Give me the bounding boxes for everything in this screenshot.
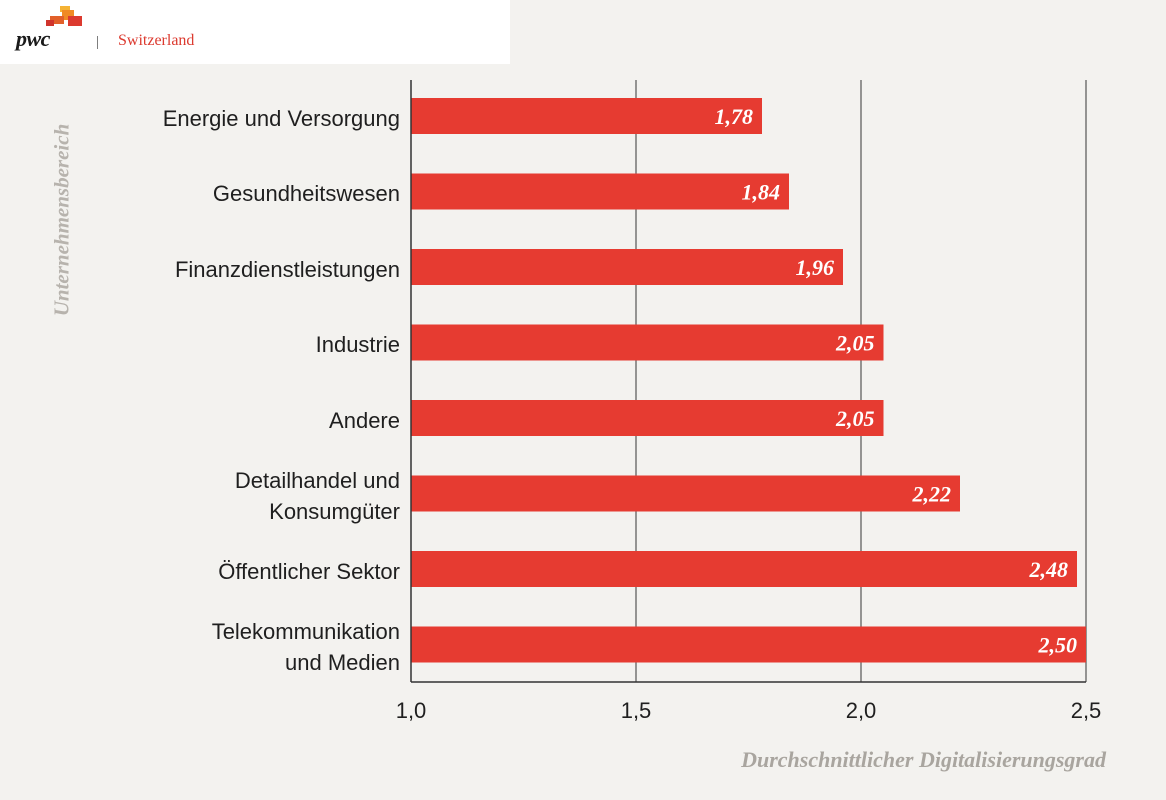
category-label: Energie und Versorgung: [163, 103, 400, 134]
category-label-line: Telekommunikation: [211, 618, 400, 644]
data-label: 2,48: [1029, 557, 1069, 582]
bar: [411, 626, 1086, 663]
category-label-line: Detailhandel und: [234, 467, 400, 493]
category-label: Andere: [329, 405, 400, 436]
x-tick-label: 2,0: [845, 698, 877, 723]
category-label: Detailhandel und Konsumgüter: [235, 465, 400, 527]
category-label: Telekommunikation und Medien: [212, 616, 400, 678]
data-label: 2,22: [912, 482, 952, 507]
x-tick-label: 2,5: [1070, 698, 1102, 723]
category-label-line: Finanzdienstleistungen: [174, 256, 400, 282]
bar: [411, 475, 960, 512]
data-label: 1,84: [742, 180, 781, 205]
bar: [411, 173, 789, 210]
category-label: Gesundheitswesen: [213, 178, 400, 209]
bar: [411, 324, 884, 361]
data-label: 2,05: [835, 331, 875, 356]
category-label: Öffentlicher Sektor: [218, 556, 400, 587]
category-label-line: Gesundheitswesen: [212, 181, 400, 206]
x-tick-label: 1,5: [620, 698, 652, 723]
y-axis-title: Unternehmensbereich: [49, 123, 74, 317]
category-label: Finanzdienstleistungen: [175, 254, 400, 285]
category-label-line: Industrie: [315, 332, 400, 357]
header: pwc | Switzerland: [0, 0, 510, 64]
data-label: 2,05: [835, 406, 875, 431]
header-separator: |: [96, 34, 100, 50]
bar: [411, 249, 843, 285]
category-label: Industrie: [316, 329, 400, 360]
data-label: 1,78: [715, 104, 754, 129]
category-label-line: Andere: [329, 407, 400, 433]
bar: [411, 400, 884, 436]
category-label-line: Konsumgüter: [269, 498, 400, 524]
x-axis-title: Durchschnittlicher Digitalisierungsgrad: [741, 747, 1106, 772]
data-label: 1,96: [796, 255, 835, 280]
brand-wordmark: pwc: [16, 26, 50, 51]
data-label: 2,50: [1038, 633, 1078, 658]
category-label-line: Öffentlicher Sektor: [218, 558, 400, 584]
bar: [411, 551, 1077, 587]
x-tick-label: 1,0: [395, 698, 427, 723]
category-label-line: Energie und Versorgung: [162, 105, 400, 131]
pwc-logo[interactable]: [16, 4, 86, 58]
bar: [411, 98, 762, 134]
category-label-line: und Medien: [285, 649, 400, 675]
region-label: Switzerland: [118, 32, 195, 49]
